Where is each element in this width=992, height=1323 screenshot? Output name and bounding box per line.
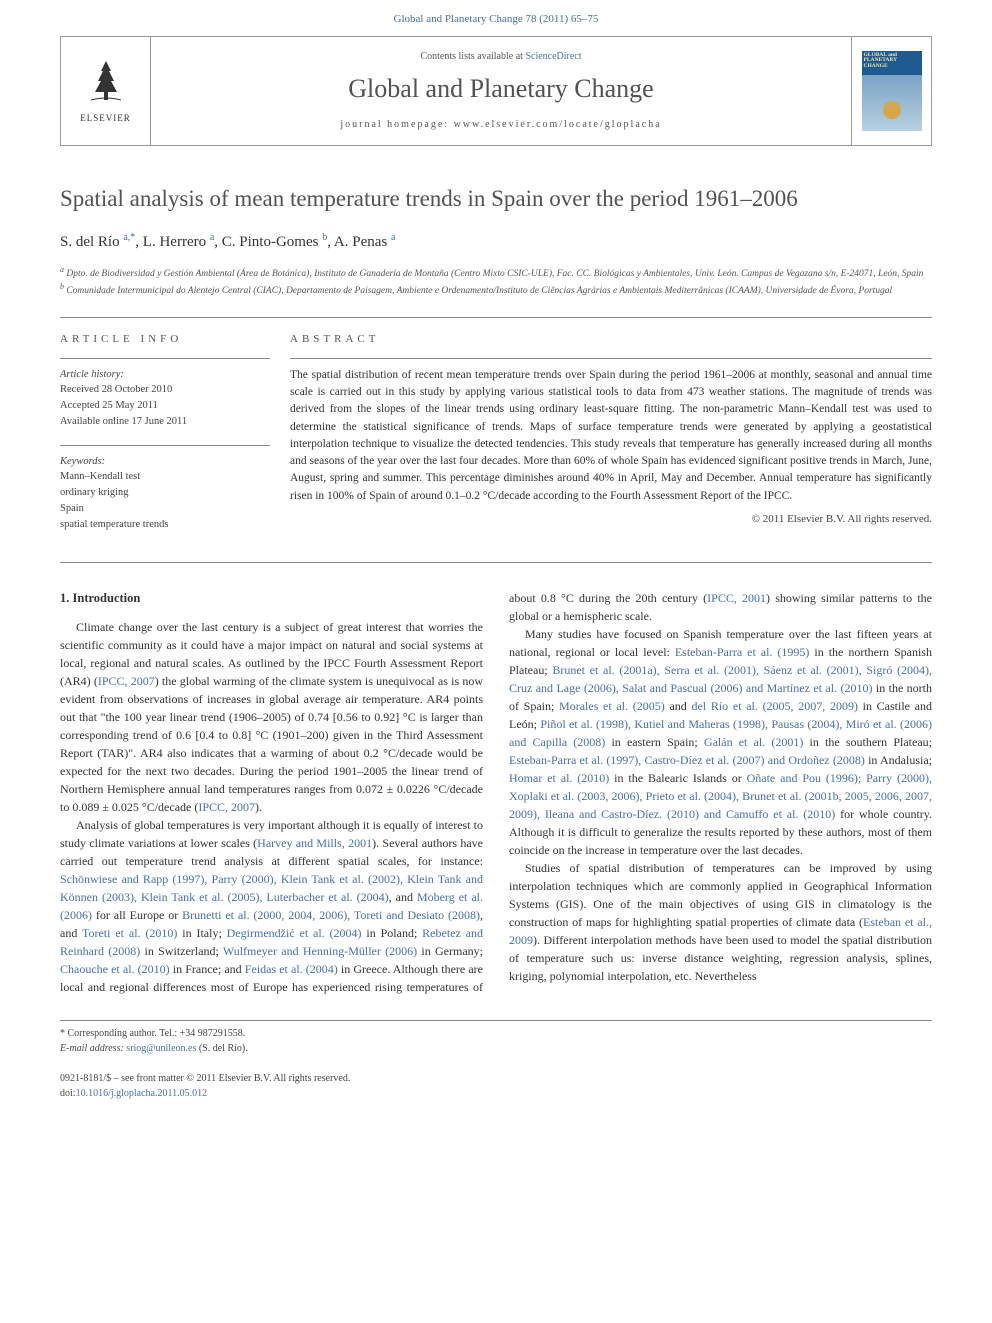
elsevier-tree-icon bbox=[81, 56, 131, 106]
p1-c: ). bbox=[255, 800, 262, 814]
section-1-heading: 1. Introduction bbox=[60, 589, 483, 608]
sep: , A. Penas bbox=[327, 234, 391, 250]
author-4-marks: a bbox=[391, 232, 395, 243]
cite-greece[interactable]: Feidas et al. (2004) bbox=[245, 962, 338, 976]
header-center: Contents lists available at ScienceDirec… bbox=[151, 37, 851, 145]
sep: , L. Herrero bbox=[135, 234, 210, 250]
copyright-footer: 0921-8181/$ – see front matter © 2011 El… bbox=[60, 1072, 932, 1101]
cite-galan[interactable]: Galán et al. (2001) bbox=[704, 735, 803, 749]
issn-line: 0921-8181/$ – see front matter © 2011 El… bbox=[60, 1072, 932, 1087]
cite-del-rio[interactable]: del Río et al. (2005, 2007, 2009) bbox=[691, 699, 857, 713]
p2-c: , and bbox=[389, 890, 417, 904]
cite-poland[interactable]: Degirmendžić et al. (2004) bbox=[227, 926, 362, 940]
cite-ipcc-2007-1[interactable]: IPCC, 2007 bbox=[98, 674, 155, 688]
abstract-body: The spatial distribution of recent mean … bbox=[290, 358, 932, 528]
keyword-4: spatial temperature trends bbox=[60, 517, 270, 533]
journal-cover-block: GLOBAL and PLANETARY CHANGE bbox=[851, 37, 931, 145]
paragraph-3: Many studies have focused on Spanish tem… bbox=[509, 625, 932, 859]
cite-france[interactable]: Chaouche et al. (2010) bbox=[60, 962, 170, 976]
affiliation-a: a Dpto. de Biodiversidad y Gestión Ambie… bbox=[60, 264, 932, 281]
email-name: (S. del Río). bbox=[199, 1043, 248, 1054]
top-citation: Global and Planetary Change 78 (2011) 65… bbox=[0, 0, 992, 36]
email-label: E-mail address: bbox=[60, 1043, 124, 1054]
p2-g: in Poland; bbox=[362, 926, 423, 940]
cite-italy-group[interactable]: Brunetti et al. (2000, 2004, 2006), Tore… bbox=[182, 908, 480, 922]
cite-toreti[interactable]: Toreti et al. (2010) bbox=[82, 926, 177, 940]
p4-i: in the Balearic Islands or bbox=[609, 771, 746, 785]
cite-ipcc-2001[interactable]: IPCC, 2001 bbox=[707, 591, 766, 605]
p4-f: in eastern Spain; bbox=[605, 735, 704, 749]
abstract-column: ABSTRACT The spatial distribution of rec… bbox=[290, 332, 932, 549]
publisher-name: ELSEVIER bbox=[80, 112, 131, 125]
journal-header: ELSEVIER Contents lists available at Sci… bbox=[60, 36, 932, 146]
cite-andalusia-group[interactable]: Esteban-Parra et al. (1997), Castro-Díez… bbox=[509, 753, 865, 767]
keyword-3: Spain bbox=[60, 501, 270, 517]
publisher-logo-block: ELSEVIER bbox=[61, 37, 151, 145]
abstract-heading: ABSTRACT bbox=[290, 332, 932, 348]
journal-homepage: journal homepage: www.elsevier.com/locat… bbox=[340, 118, 661, 133]
authors-line: S. del Río a,*, L. Herrero a, C. Pinto-G… bbox=[60, 231, 932, 254]
abstract-copyright: © 2011 Elsevier B.V. All rights reserved… bbox=[290, 511, 932, 528]
cite-harvey[interactable]: Harvey and Mills, 2001 bbox=[257, 836, 372, 850]
p4-g: in the southern Plateau; bbox=[803, 735, 932, 749]
journal-cover-icon: GLOBAL and PLANETARY CHANGE bbox=[862, 51, 922, 131]
doi-prefix: doi: bbox=[60, 1088, 76, 1099]
affiliations: a Dpto. de Biodiversidad y Gestión Ambie… bbox=[60, 264, 932, 299]
paragraph-1: Climate change over the last century is … bbox=[60, 618, 483, 816]
footer: * Corresponding author. Tel.: +34 987291… bbox=[60, 1020, 932, 1056]
p2-i: in Germany; bbox=[417, 944, 483, 958]
affiliation-b: b Comunidade Intermunicipal do Alentejo … bbox=[60, 281, 932, 298]
p5-b: ). Different interpolation methods have … bbox=[509, 933, 932, 983]
article-info-column: ARTICLE INFO Article history: Received 2… bbox=[60, 332, 290, 549]
author-email-link[interactable]: sriog@unileon.es bbox=[126, 1043, 196, 1054]
p1-b: ) the global warming of the climate syst… bbox=[60, 674, 483, 814]
cover-label: GLOBAL and PLANETARY CHANGE bbox=[864, 53, 922, 70]
article-title: Spatial analysis of mean temperature tre… bbox=[60, 182, 932, 215]
author-1: S. del Río bbox=[60, 234, 123, 250]
p2-f: in Italy; bbox=[177, 926, 226, 940]
contents-line: Contents lists available at ScienceDirec… bbox=[420, 50, 581, 65]
sep: , C. Pinto-Gomes bbox=[214, 234, 322, 250]
article-info-heading: ARTICLE INFO bbox=[60, 332, 270, 348]
cite-germany[interactable]: Wulfmeyer and Henning-Müller (2006) bbox=[223, 944, 417, 958]
email-line: E-mail address: sriog@unileon.es (S. del… bbox=[60, 1042, 932, 1057]
keywords-block: Keywords: Mann–Kendall test ordinary kri… bbox=[60, 445, 270, 532]
doi-link[interactable]: 10.1016/j.gloplacha.2011.05.012 bbox=[76, 1088, 208, 1099]
keyword-2: ordinary kriging bbox=[60, 485, 270, 501]
online-line: Available online 17 June 2011 bbox=[60, 414, 270, 430]
accepted-line: Accepted 25 May 2011 bbox=[60, 398, 270, 414]
affiliation-b-text: Comunidade Intermunicipal do Alentejo Ce… bbox=[66, 287, 892, 297]
cite-north-spain-group[interactable]: Brunet et al. (2001a), Serra et al. (200… bbox=[509, 663, 932, 695]
sciencedirect-link[interactable]: ScienceDirect bbox=[525, 51, 581, 62]
journal-title: Global and Planetary Change bbox=[348, 70, 653, 108]
abstract-text: The spatial distribution of recent mean … bbox=[290, 369, 932, 502]
history-label: Article history: bbox=[60, 367, 270, 382]
paragraph-4: Studies of spatial distribution of tempe… bbox=[509, 859, 932, 985]
cite-morales[interactable]: Morales et al. (2005) bbox=[559, 699, 665, 713]
keywords-label: Keywords: bbox=[60, 454, 270, 469]
p4-d: and bbox=[665, 699, 692, 713]
p4-h: in Andalusia; bbox=[865, 753, 932, 767]
cite-ipcc-2007-2[interactable]: IPCC, 2007 bbox=[198, 800, 255, 814]
p2-d: for all Europe or bbox=[92, 908, 182, 922]
cite-esteban-parra-1995[interactable]: Esteban-Parra et al. (1995) bbox=[675, 645, 810, 659]
p3-a: in France; and bbox=[170, 962, 245, 976]
affiliation-a-text: Dpto. de Biodiversidad y Gestión Ambient… bbox=[66, 269, 923, 279]
cite-homar[interactable]: Homar et al. (2010) bbox=[509, 771, 609, 785]
contents-prefix: Contents lists available at bbox=[420, 51, 525, 62]
received-line: Received 28 October 2010 bbox=[60, 382, 270, 398]
article-history-block: Article history: Received 28 October 201… bbox=[60, 358, 270, 429]
corresponding-author: * Corresponding author. Tel.: +34 987291… bbox=[60, 1027, 932, 1042]
keyword-1: Mann–Kendall test bbox=[60, 469, 270, 485]
doi-line: doi:10.1016/j.gloplacha.2011.05.012 bbox=[60, 1087, 932, 1102]
info-abstract-row: ARTICLE INFO Article history: Received 2… bbox=[60, 317, 932, 564]
p2-h: in Switzerland; bbox=[140, 944, 223, 958]
body-columns: 1. Introduction Climate change over the … bbox=[60, 589, 932, 996]
